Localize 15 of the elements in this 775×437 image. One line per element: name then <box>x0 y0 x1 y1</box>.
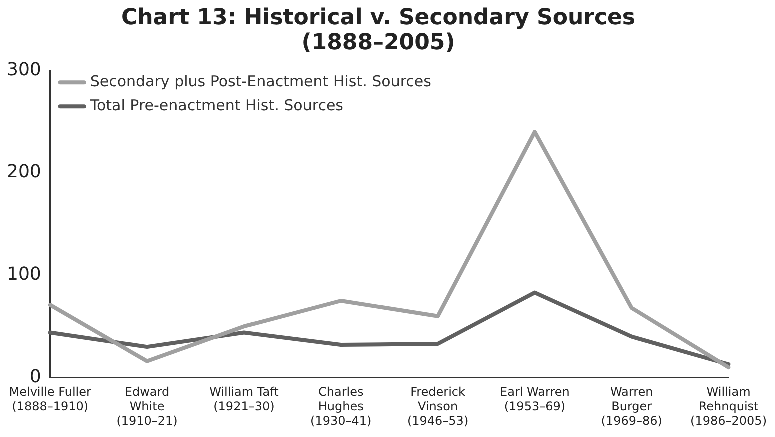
legend-label: Total Pre-enactment Hist. Sources <box>89 96 344 114</box>
x-tick-label: Frederick Vinson (1946–53) <box>407 385 469 428</box>
x-tick-label: Melville Fuller (1888–1910) <box>9 385 92 414</box>
x-tick-label: Warren Burger (1969–86) <box>601 385 662 428</box>
legend-label: Secondary plus Post-Enactment Hist. Sources <box>90 72 432 90</box>
x-tick-label: William Taft (1921–30) <box>210 385 280 414</box>
chart-title: Chart 13: Historical v. Secondary Sources (1888–2005) <box>121 5 636 56</box>
x-tick-label: William Rehnquist (1986–2005) <box>690 385 768 428</box>
y-tick-label: 200 <box>6 162 42 183</box>
y-tick-label: 300 <box>6 59 42 80</box>
y-tick-label: 0 <box>30 366 42 388</box>
x-tick-label: Edward White (1910–21) <box>116 385 178 428</box>
y-tick-label: 100 <box>6 264 42 286</box>
x-tick-label: Charles Hughes (1930–41) <box>310 385 372 428</box>
x-tick-label: Earl Warren (1953–69) <box>500 385 570 414</box>
